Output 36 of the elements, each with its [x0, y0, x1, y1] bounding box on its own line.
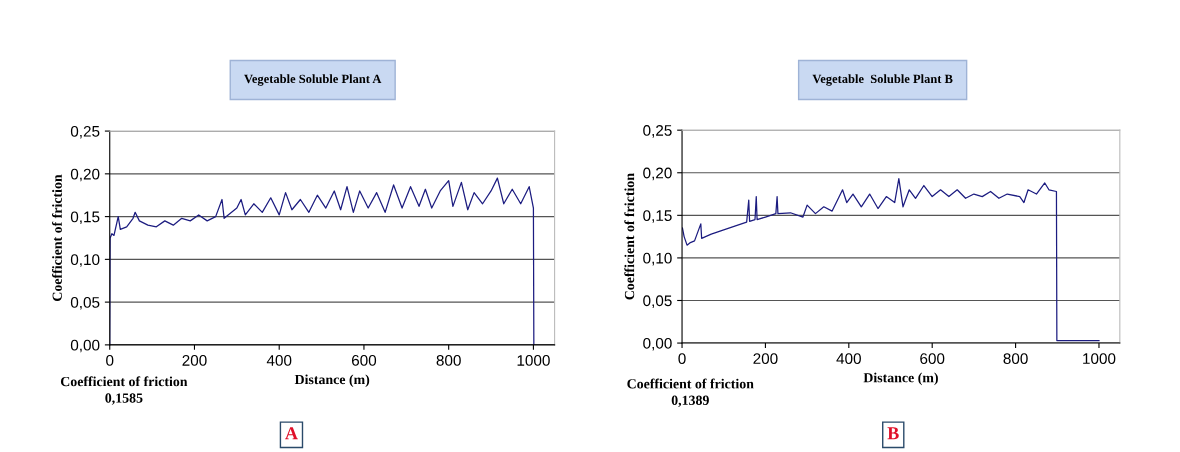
x-tick-label: 0	[106, 355, 114, 366]
x-tick-label: 200	[182, 355, 207, 366]
chart-title: Vegetable Soluble Plant A	[244, 74, 382, 86]
y-tick-label: 0,10	[70, 254, 100, 267]
y-tick-label: 0,20	[643, 167, 672, 181]
x-tick-label: 600	[351, 355, 377, 366]
y-tick-label: 0,00	[70, 339, 100, 353]
x-tick-label: 200	[753, 353, 778, 365]
x-tick-label: 400	[836, 353, 861, 365]
y-tick-label: 0,15	[70, 211, 100, 225]
y-tick-label: 0,20	[70, 168, 100, 182]
y-tick-label: 0,15	[643, 210, 672, 223]
x-tick-label: 600	[920, 353, 945, 365]
y-axis-title: Coefficient of friction	[51, 174, 62, 301]
line-series	[682, 178, 1100, 342]
x-axis-title: Distance (m)	[294, 374, 370, 387]
y-tick-label: 0,00	[643, 337, 672, 351]
y-tick-label: 0,25	[643, 125, 672, 138]
y-tick-label: 0,25	[70, 125, 100, 139]
y-tick-label: 0,10	[643, 252, 672, 266]
text: Coefficient of friction 0,1389	[627, 378, 754, 407]
x-tick-label: 800	[436, 355, 461, 366]
y-axis-title: Coefficient of friction	[624, 173, 635, 300]
x-tick-label: 400	[266, 355, 292, 366]
x-tick-label: 1000	[1083, 353, 1116, 365]
chart-title: Vegetable Soluble Plant B	[812, 74, 953, 86]
text: B	[887, 427, 899, 440]
line-series	[109, 177, 535, 345]
y-tick-label: 0,05	[643, 295, 672, 308]
x-tick-label: 0	[678, 353, 686, 365]
text: A	[285, 427, 298, 440]
x-tick-label: 800	[1003, 353, 1028, 365]
text: Coefficient of friction 0,1585	[60, 376, 188, 405]
x-axis-title: Distance (m)	[863, 372, 938, 386]
x-tick-label: 1000	[517, 355, 550, 366]
y-tick-label: 0,05	[70, 296, 100, 310]
